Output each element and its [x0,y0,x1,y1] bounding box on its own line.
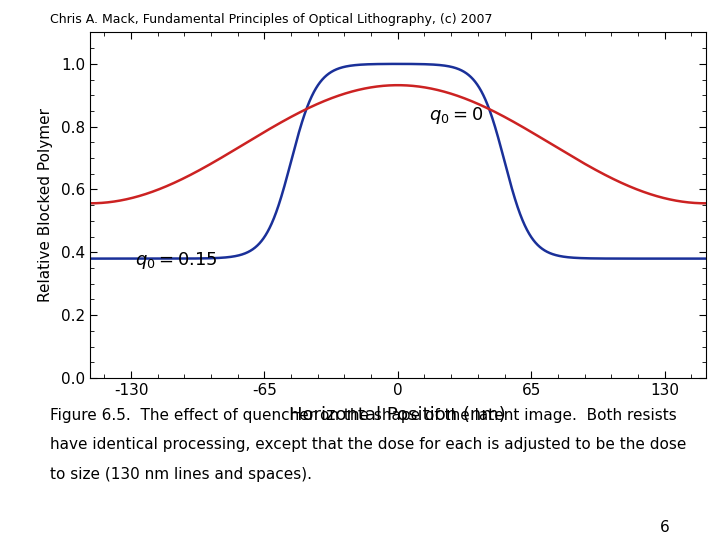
Text: have identical processing, except that the dose for each is adjusted to be the d: have identical processing, except that t… [50,437,687,453]
X-axis label: Horizontal Position (nm): Horizontal Position (nm) [289,406,506,424]
Text: $q_0 = 0.15$: $q_0 = 0.15$ [135,249,217,271]
Text: to size (130 nm lines and spaces).: to size (130 nm lines and spaces). [50,467,312,482]
Text: $q_0 = 0$: $q_0 = 0$ [428,105,482,126]
Text: Chris A. Mack, Fundamental Principles of Optical Lithography, (c) 2007: Chris A. Mack, Fundamental Principles of… [50,14,493,26]
Y-axis label: Relative Blocked Polymer: Relative Blocked Polymer [37,108,53,302]
Text: Figure 6.5.  The effect of quencher on the shape of the latent image.  Both resi: Figure 6.5. The effect of quencher on th… [50,408,677,423]
Text: 6: 6 [660,519,670,535]
